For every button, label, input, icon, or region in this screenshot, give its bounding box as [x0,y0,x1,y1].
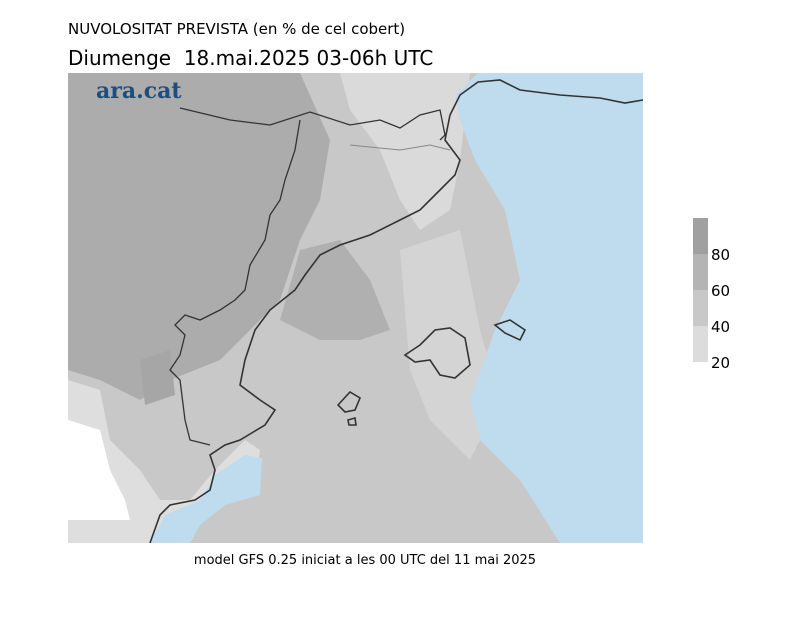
sea-clear [455,73,643,543]
colorbar-band [693,254,708,290]
map: ara.cat [68,73,643,543]
cloud-dense [140,350,175,405]
logo: ara.cat [96,78,182,104]
footer: model GFS 0.25 iniciat a les 00 UTC del … [194,553,536,568]
colorbar-label: 20 [711,354,730,372]
island [403,327,471,379]
sea-clear [150,455,262,543]
cloud-dense [68,73,330,400]
subtitle: Diumenge 18.mai.2025 03-06h UTC [68,46,433,70]
island [493,319,527,342]
island [336,390,362,426]
title: NUVOLOSITAT PREVISTA (en % de cel cobert… [68,20,405,38]
colorbar-band [693,326,708,362]
coastline [149,79,643,543]
border [349,144,451,151]
border [169,119,301,446]
colorbar-label: 80 [711,246,730,264]
cloud-dense [280,240,390,340]
cloud-light [340,73,470,230]
colorbar: 20 40 60 80 [693,218,730,372]
colorbar-band [693,218,708,254]
colorbar-label: 60 [711,282,730,300]
cloud-free [68,420,130,520]
border [179,107,446,141]
colorbar-label: 40 [711,318,730,336]
colorbar-band [693,290,708,326]
